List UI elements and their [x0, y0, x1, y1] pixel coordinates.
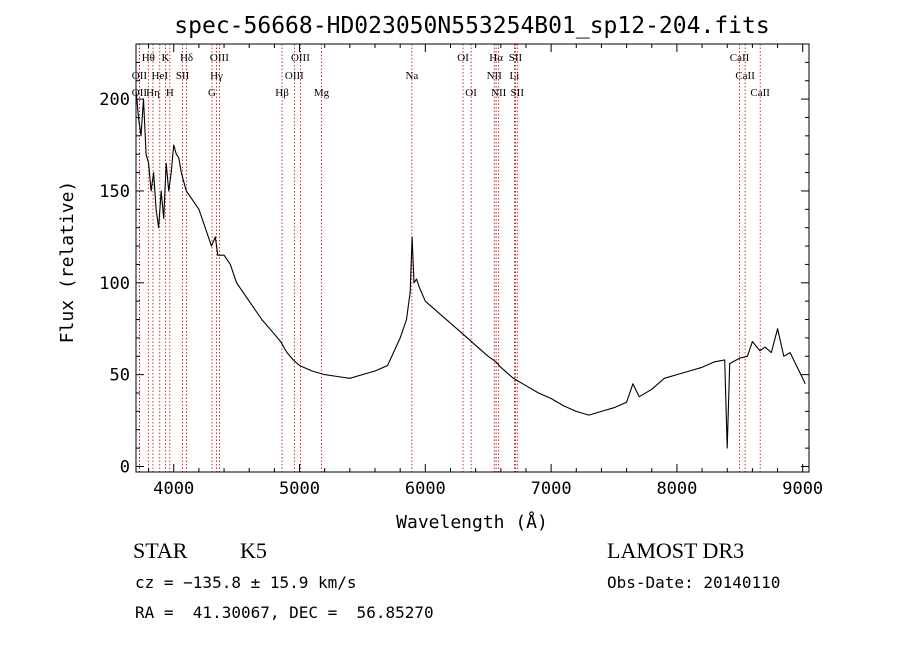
chart-title: spec-56668-HD023050N553254B01_sp12-204.f… [174, 13, 769, 39]
redshift-cz: cz = −135.8 ± 15.9 km/s [135, 573, 357, 592]
x-tick-label: 9000 [782, 479, 823, 499]
y-tick-label: 200 [99, 90, 130, 110]
line-label: NII [491, 87, 507, 99]
plot-frame [135, 43, 810, 473]
x-tick-label: 6000 [405, 479, 446, 499]
line-label: Hβ [275, 87, 289, 99]
line-label: CaII [750, 87, 770, 99]
y-tick-label: 100 [99, 274, 130, 294]
emission-line-labels: Hθ K Hδ OIII OIII OI Hα SII CaII OII HeI SII Hγ OIII N… [132, 52, 771, 99]
line-label: HeI [152, 70, 169, 82]
x-axis-ticks: 4000 5000 6000 7000 8000 9000 [148, 44, 823, 499]
x-tick-label: 8000 [656, 479, 697, 499]
line-label: H [166, 87, 174, 99]
line-label: OII [132, 87, 148, 99]
line-label: K [161, 52, 169, 64]
line-label: Hα [489, 52, 503, 64]
line-label: CaII [735, 70, 755, 82]
line-label: Na [405, 70, 418, 82]
x-tick-label: 4000 [153, 479, 194, 499]
observation-date: Obs-Date: 20140110 [607, 573, 781, 592]
y-tick-label: 0 [120, 457, 130, 477]
x-tick-label: 5000 [279, 479, 320, 499]
sky-coordinates: RA = 41.30067, DEC = 56.85270 [135, 603, 434, 622]
line-label: OI [457, 52, 469, 64]
y-tick-label: 150 [99, 182, 130, 202]
line-label: SII [511, 87, 525, 99]
line-label: NII [487, 70, 503, 82]
line-label: Mg [314, 87, 330, 99]
spectral-class: STAR [133, 538, 188, 563]
y-axis-ticks: 0 50 100 150 200 [99, 61, 809, 477]
line-label: CaII [730, 52, 750, 64]
line-label: OIII [291, 52, 310, 64]
line-label: OI [465, 87, 477, 99]
line-label: Hη [146, 87, 160, 99]
line-label: OIII [285, 70, 304, 82]
spectrum-line-0 [135, 89, 806, 449]
line-label: Hγ [210, 70, 223, 82]
line-label: OII [132, 70, 148, 82]
line-label: Li [509, 70, 519, 82]
line-label: Hδ [180, 52, 193, 64]
spectral-subclass: K5 [240, 538, 267, 563]
line-label: Hθ [142, 52, 155, 64]
y-axis-label: Flux (relative) [57, 181, 78, 344]
emission-line-markers [138, 44, 761, 472]
line-label: OIII [210, 52, 229, 64]
y-tick-label: 50 [110, 366, 130, 386]
x-tick-label: 7000 [531, 479, 572, 499]
line-label: G [208, 87, 216, 99]
x-axis-label: Wavelength (Å) [396, 511, 548, 533]
survey-name: LAMOST DR3 [607, 538, 745, 563]
line-label: SII [509, 52, 523, 64]
line-label: SII [176, 70, 190, 82]
spectrum-series [135, 89, 806, 449]
